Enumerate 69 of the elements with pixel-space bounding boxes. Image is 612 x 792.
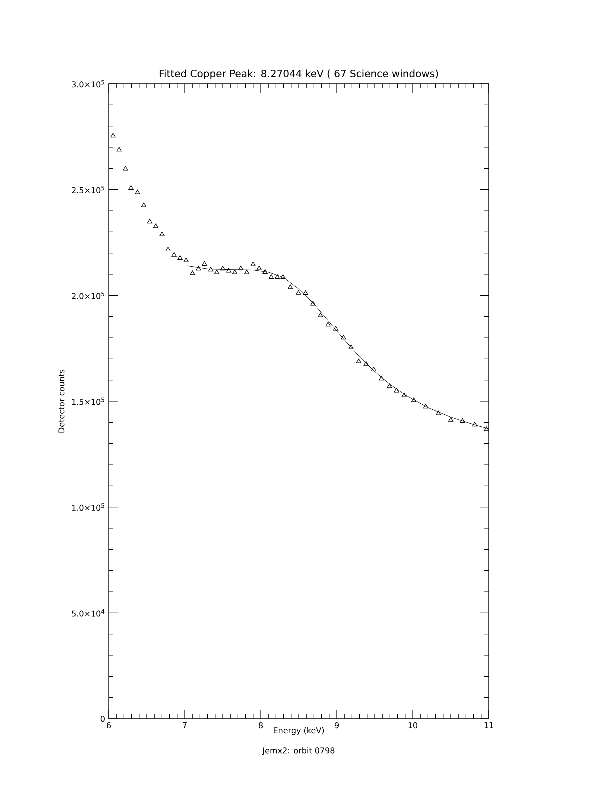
point [110,133,116,138]
point [238,266,244,270]
point [202,261,208,266]
point [280,274,286,280]
text: Jemx2: orbit 0798 [262,748,335,756]
point [220,266,226,271]
point [250,262,256,266]
chart-title: Fitted Copper Peak: 8.27044 keV ( 67 Science windows) [160,70,438,80]
point [379,376,384,381]
point [232,270,238,274]
point [268,274,274,280]
point [184,258,189,262]
point [436,410,442,416]
y-tick-label: 5.0×10$^{4}$ [72,610,105,617]
x-tick-label: 6 [107,722,112,729]
point [333,326,339,331]
x-tick-label: 11 [484,722,494,728]
point [141,202,147,208]
point [423,404,429,409]
point [356,358,362,364]
x-tick-label: 9 [334,722,339,729]
point [326,322,331,327]
point [262,269,268,274]
point [160,232,165,236]
point [178,256,183,260]
point [128,185,134,190]
point [402,392,407,398]
point [196,266,202,271]
point [387,384,392,388]
x-tick-label: 7 [183,722,187,728]
point [166,247,171,252]
point [135,190,140,194]
point [123,166,128,171]
point [153,224,159,228]
point [244,270,250,274]
point [147,219,153,224]
point [448,417,454,422]
point [484,426,490,432]
point [341,335,346,340]
point [371,367,377,372]
point [348,344,354,350]
point [296,290,302,295]
point [394,388,400,393]
y-tick-label: 3.0×10$^{5}$ [72,80,104,88]
point [288,284,294,290]
x-tick-label: 8 [259,722,263,729]
y-tick-label: 2.5×10$^{5}$ [72,186,104,194]
point [310,301,316,306]
y-tick-label: 1.5×10$^{5}$ [72,398,104,406]
y-axis-title: Detector counts [58,370,65,433]
point [364,361,369,366]
y-tick-label: 0 [100,716,105,722]
point [411,398,417,402]
x-axis-title: Energy (keV) [274,727,324,736]
y-tick-label: 1.0×10$^{5}$ [72,504,104,511]
point [256,266,262,270]
point [274,274,280,280]
point [214,270,220,274]
point [172,252,177,257]
point [226,268,232,273]
y-tick-label: 2.0×10$^{5}$ [72,292,104,300]
point [116,147,122,152]
point [208,267,214,272]
point [303,290,308,296]
point [472,422,478,427]
point [190,270,196,276]
x-tick-label: 10 [408,722,418,729]
point [318,312,324,318]
point [460,418,466,423]
